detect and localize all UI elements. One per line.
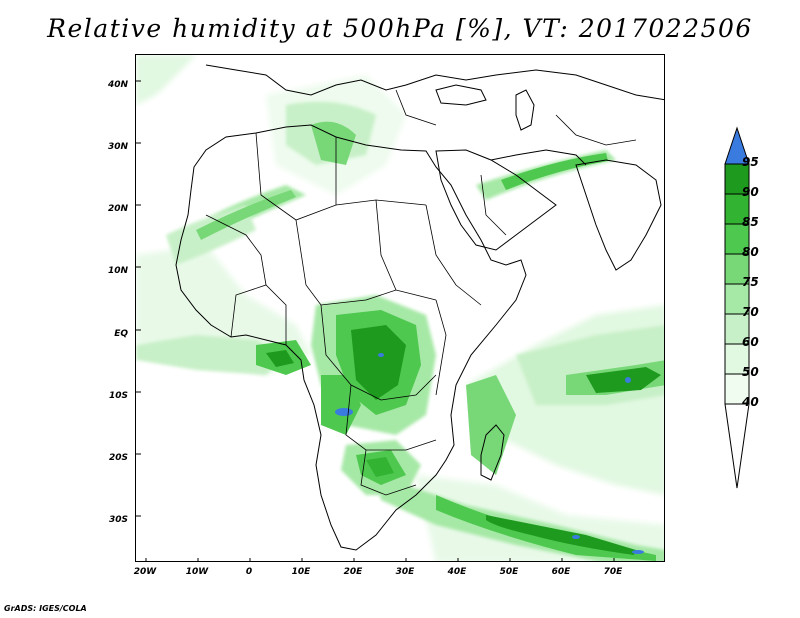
lon-label-50e: 50E bbox=[499, 567, 519, 577]
map-plot-area bbox=[135, 54, 665, 562]
colorbar-swatch-75-80 bbox=[724, 253, 750, 285]
colorbar-label-40: 40 bbox=[742, 395, 759, 409]
colorbar-arrow-bottom bbox=[724, 403, 750, 489]
map-svg bbox=[136, 55, 664, 561]
lat-label-30s: 30S bbox=[108, 515, 128, 525]
lon-label-60e: 60E bbox=[551, 567, 571, 577]
border-9 bbox=[360, 449, 417, 496]
colorbar-label-95: 95 bbox=[742, 155, 759, 169]
caspian-coastline bbox=[515, 89, 535, 131]
border-5 bbox=[205, 214, 267, 286]
colorbar-label-90: 90 bbox=[742, 185, 759, 199]
credit-text: GrADS: IGES/COLA bbox=[4, 604, 87, 613]
colorbar-label-80: 80 bbox=[742, 245, 759, 259]
border-2 bbox=[295, 219, 437, 306]
africa-coastline bbox=[175, 124, 527, 551]
arabia-coastline bbox=[435, 149, 557, 251]
humidity-spot-indian bbox=[625, 377, 631, 383]
lat-label-20s: 20S bbox=[108, 453, 128, 463]
humidity-spot-south-2 bbox=[632, 550, 644, 554]
humidity-zambia-max bbox=[366, 457, 394, 477]
border-1 bbox=[255, 132, 427, 221]
humidity-spot-angola bbox=[335, 408, 353, 416]
colorbar-label-60: 60 bbox=[742, 335, 759, 349]
colorbar-label-70: 70 bbox=[742, 305, 759, 319]
lon-label-20w: 20W bbox=[133, 567, 157, 577]
humidity-spot-congo bbox=[378, 353, 384, 357]
humidity-south-max bbox=[486, 515, 636, 555]
humidity-band-tropical-atlantic bbox=[136, 335, 286, 375]
humidity-spot-south-1 bbox=[572, 535, 580, 539]
humidity-dark-field bbox=[266, 325, 661, 555]
lon-label-20e: 20E bbox=[343, 567, 363, 577]
lat-label-20n: 20N bbox=[107, 204, 128, 214]
lon-label-30e: 30E bbox=[395, 567, 415, 577]
coastlines bbox=[175, 64, 664, 551]
colorbar bbox=[722, 126, 752, 492]
border-4 bbox=[425, 204, 482, 306]
iran-coastline bbox=[490, 149, 587, 166]
border-13 bbox=[555, 114, 637, 146]
colorbar-svg bbox=[724, 126, 750, 489]
colorbar-swatch-40-50 bbox=[724, 373, 750, 405]
black-sea-coastline bbox=[435, 84, 487, 106]
border-12 bbox=[480, 174, 507, 236]
map-title: Relative humidity at 500hPa [%], VT: 201… bbox=[47, 14, 753, 43]
lat-label-40n: 40N bbox=[107, 80, 128, 90]
colorbar-label-50: 50 bbox=[742, 365, 759, 379]
colorbar-swatch-80-85 bbox=[724, 223, 750, 255]
humidity-mediterranean-core bbox=[311, 121, 356, 165]
europe-coastline bbox=[205, 64, 664, 101]
colorbar-label-85: 85 bbox=[742, 215, 759, 229]
humidity-madagascar-band bbox=[466, 375, 516, 475]
humidity-gulf-max bbox=[266, 350, 294, 367]
lon-label-10e: 10E bbox=[291, 567, 311, 577]
humidity-arabia-streak bbox=[501, 153, 608, 190]
humidity-congo-max bbox=[351, 325, 406, 400]
lat-label-30n: 30N bbox=[107, 142, 128, 152]
colorbar-label-75: 75 bbox=[742, 275, 759, 289]
country-borders bbox=[205, 89, 637, 496]
border-3 bbox=[375, 199, 397, 291]
madagascar-coastline bbox=[480, 424, 505, 481]
india-coastline bbox=[575, 159, 662, 271]
colorbar-swatch-50-60 bbox=[724, 343, 750, 375]
lon-label-0: 0 bbox=[245, 567, 253, 577]
lon-label-10w: 10W bbox=[185, 567, 209, 577]
humidity-indian-max bbox=[586, 367, 661, 393]
lat-label-10s: 10S bbox=[108, 391, 128, 401]
axis-ticks bbox=[136, 80, 615, 561]
border-10 bbox=[230, 284, 287, 345]
colorbar-swatch-70-75 bbox=[724, 283, 750, 315]
lon-label-70e: 70E bbox=[603, 567, 623, 577]
lon-label-40e: 40E bbox=[447, 567, 467, 577]
humidity-pale-nw-corner bbox=[136, 55, 196, 105]
border-7 bbox=[320, 304, 437, 401]
border-14 bbox=[395, 89, 437, 126]
lat-label-10n: 10N bbox=[107, 266, 128, 276]
humidity-angola-core bbox=[321, 375, 361, 435]
lat-label-eq: EQ bbox=[114, 329, 128, 339]
border-11 bbox=[435, 299, 447, 396]
